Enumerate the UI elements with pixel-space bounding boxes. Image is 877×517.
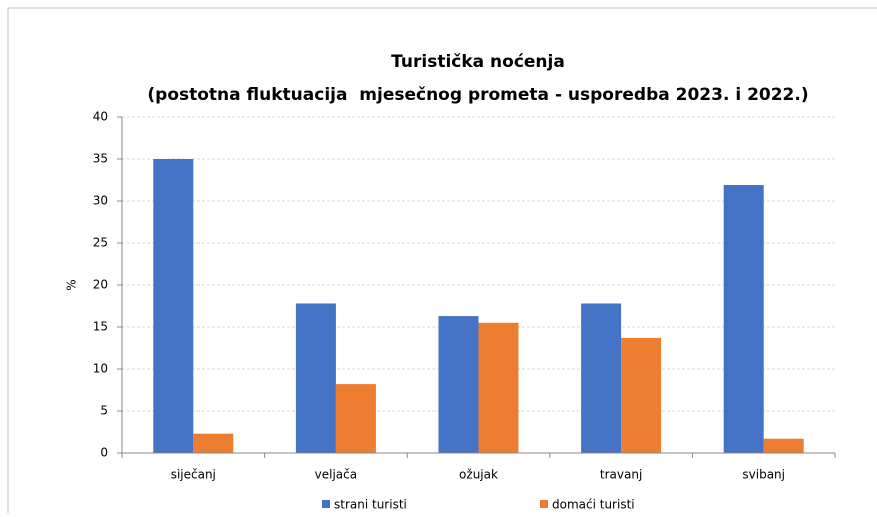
legend-label: strani turisti — [334, 498, 407, 512]
x-tick-label: svibanj — [742, 468, 785, 482]
y-tick-label: 40 — [93, 110, 108, 124]
y-axis-label: % — [65, 279, 79, 290]
y-tick-label: 15 — [93, 320, 108, 334]
x-tick-label: travanj — [600, 468, 642, 482]
bar — [723, 185, 764, 454]
chart-subtitle: (postotna fluktuacija mjesečnog prometa … — [147, 85, 808, 105]
y-tick-label: 10 — [93, 362, 108, 376]
bar — [621, 337, 662, 453]
legend-label: domaći turisti — [552, 498, 635, 512]
bar — [438, 316, 479, 453]
bar — [478, 322, 519, 453]
chart-title: Turistička noćenja — [391, 52, 565, 72]
y-tick-label: 20 — [93, 278, 108, 292]
bar — [763, 438, 804, 453]
bar — [335, 384, 376, 453]
x-tick-label: siječanj — [171, 468, 216, 482]
bar — [295, 303, 336, 453]
y-tick-label: 0 — [100, 446, 108, 460]
bar — [153, 159, 194, 453]
y-tick-label: 30 — [93, 194, 108, 208]
bar — [193, 433, 234, 453]
legend-swatch — [540, 500, 548, 508]
y-tick-label: 5 — [100, 404, 108, 418]
y-tick-label: 35 — [93, 152, 108, 166]
y-tick-label: 25 — [93, 236, 108, 250]
bar — [581, 303, 622, 453]
x-tick-label: ožujak — [459, 468, 498, 482]
legend-swatch — [322, 500, 330, 508]
x-tick-label: veljača — [315, 468, 357, 482]
